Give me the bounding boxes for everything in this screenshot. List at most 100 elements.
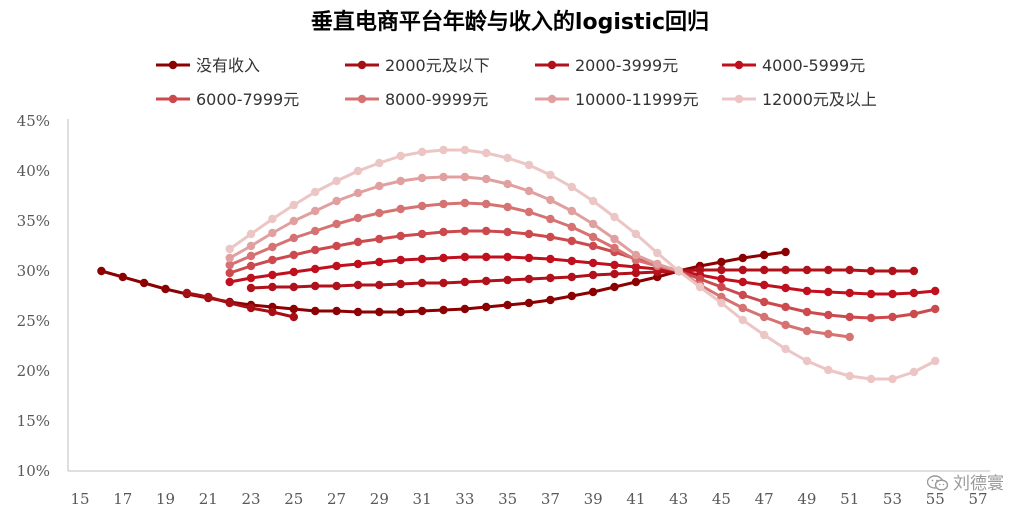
data-point	[311, 245, 320, 255]
data-point	[204, 292, 213, 302]
data-point	[760, 330, 769, 340]
legend-marker	[547, 94, 557, 104]
data-point	[717, 257, 726, 267]
data-point	[653, 259, 662, 269]
series-line	[228, 148, 936, 381]
data-point	[760, 280, 769, 290]
data-point	[332, 241, 341, 251]
data-point	[610, 260, 619, 270]
series-6	[225, 198, 854, 342]
data-point	[375, 158, 384, 168]
data-point	[802, 326, 812, 336]
series-4	[225, 252, 940, 299]
data-point	[909, 309, 919, 319]
data-point	[482, 226, 491, 236]
data-point	[503, 227, 512, 237]
data-point	[396, 307, 405, 317]
wechat-icon	[927, 475, 949, 491]
x-tick-label: 47	[755, 490, 774, 508]
data-point	[396, 279, 405, 289]
data-point	[845, 332, 854, 342]
data-point	[503, 202, 512, 212]
legend-label: 2000元及以下	[385, 56, 490, 75]
data-point	[417, 173, 427, 183]
data-point	[246, 251, 256, 261]
data-point	[482, 174, 491, 184]
x-tick-label: 37	[541, 490, 560, 508]
data-point	[289, 233, 298, 243]
chart-title: 垂直电商平台年龄与收入的logistic回归	[310, 10, 710, 35]
data-point	[717, 274, 726, 284]
data-point	[268, 242, 277, 252]
data-point	[631, 277, 641, 287]
data-point	[909, 266, 919, 276]
data-point	[781, 283, 790, 293]
data-point	[460, 198, 470, 208]
data-point	[439, 199, 448, 209]
y-tick-label: 40%	[17, 162, 50, 180]
data-point	[396, 231, 405, 241]
chart-axes: 10% 15% 20% 25% 30% 35% 40% 45% 15 17 19 21 23 25 27 29…	[17, 112, 990, 508]
data-point	[653, 248, 662, 258]
data-point	[888, 312, 897, 322]
y-tick-label: 20%	[17, 362, 50, 380]
x-tick-label: 15	[70, 490, 89, 508]
data-point	[631, 250, 641, 260]
data-point	[824, 265, 833, 275]
data-point	[588, 232, 598, 242]
data-point	[268, 282, 277, 292]
series-line	[250, 268, 914, 290]
x-tick-label: 33	[455, 490, 474, 508]
data-point	[760, 297, 769, 307]
x-tick-label: 19	[156, 490, 175, 508]
data-point	[482, 276, 491, 286]
legend-item: 没有收入	[156, 56, 260, 75]
data-point	[439, 253, 448, 263]
data-point	[332, 261, 341, 271]
data-point	[289, 312, 298, 322]
data-point	[97, 266, 106, 276]
data-point	[824, 365, 833, 375]
series-line	[186, 291, 295, 319]
x-tick-label: 21	[199, 490, 218, 508]
data-point	[781, 302, 790, 312]
data-point	[546, 170, 555, 180]
data-point	[289, 216, 298, 226]
data-point	[546, 214, 555, 224]
data-point	[311, 306, 320, 316]
legend-item: 12000元及以上	[722, 90, 877, 109]
x-tick-label: 41	[626, 490, 645, 508]
data-point	[866, 374, 876, 384]
data-point	[631, 262, 641, 272]
data-point	[246, 261, 256, 271]
data-point	[375, 280, 384, 290]
data-point	[460, 145, 470, 155]
data-point	[781, 344, 790, 354]
data-point	[268, 307, 277, 317]
data-point	[332, 306, 341, 316]
legend-marker	[357, 60, 367, 70]
series-2	[182, 288, 298, 322]
x-tick-label: 49	[797, 490, 816, 508]
series-8	[225, 145, 940, 384]
data-point	[738, 265, 747, 275]
data-point	[503, 153, 512, 163]
x-tick-label: 43	[669, 490, 688, 508]
data-point	[460, 277, 470, 287]
data-point	[888, 266, 897, 276]
data-point	[118, 272, 128, 282]
data-point	[824, 310, 833, 320]
data-point	[717, 292, 726, 302]
data-point	[546, 273, 555, 283]
data-point	[781, 247, 790, 257]
data-point	[246, 273, 256, 283]
data-point	[289, 250, 298, 260]
legend-label: 2000-3999元	[575, 56, 678, 75]
data-point	[824, 287, 833, 297]
data-point	[375, 257, 384, 267]
data-point	[866, 313, 876, 323]
series-5	[225, 226, 940, 323]
data-point	[353, 259, 363, 269]
legend-marker	[547, 60, 557, 70]
data-point	[460, 252, 470, 262]
